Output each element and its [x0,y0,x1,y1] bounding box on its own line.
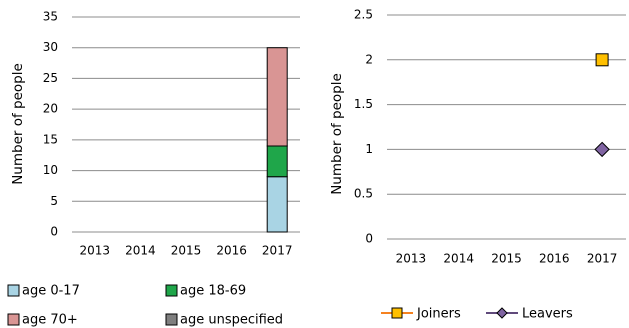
legend-swatch [7,313,20,326]
y-tick-label: 1 [365,142,373,156]
y-tick-label: 20 [43,102,58,116]
x-tick-label: 2016 [216,244,247,258]
legend-label: age 0-17 [22,284,80,299]
bar-segment-age-0-17 [266,176,288,233]
bar-segment-age-70- [266,47,288,147]
x-tick-label: 2013 [80,244,111,258]
legend-swatch [165,284,178,297]
legend-marker [496,307,508,319]
y-tick-label: 10 [43,163,58,177]
y-axis-label: Number of people [10,63,26,185]
bar-segment-age-18-69 [266,145,288,178]
y-tick-label: 25 [43,71,58,85]
legend-label: Joiners [416,307,461,322]
y-tick-label: 0.5 [354,187,373,201]
joiners-point [595,53,609,67]
y-axis-label: Number of people [329,73,345,195]
legend-swatch [7,284,20,297]
leavers-point [594,141,610,158]
legend-label: Leavers [522,307,573,322]
y-tick-label: 15 [43,132,58,146]
y-tick-label: 0 [365,232,373,246]
y-tick-label: 35 [43,10,58,24]
legend-swatch [165,313,178,326]
legend-label: age 70+ [22,313,78,328]
x-tick-label: 2017 [262,244,293,258]
legend-label: age unspecified [180,313,283,328]
y-tick-label: 2 [365,52,373,66]
y-tick-label: 1.5 [354,97,373,111]
legend-marker [391,307,403,319]
y-tick-label: 0 [50,225,58,239]
y-tick-label: 5 [50,194,58,208]
y-tick-label: 2.5 [354,8,373,22]
x-tick-label: 2017 [587,252,618,266]
x-tick-label: 2014 [443,252,474,266]
stacked-bar-chart: 0 5 10 15 20 25 30 35 Number of people 2013 2014 20… [7,10,300,328]
x-tick-label: 2015 [171,244,202,258]
x-tick-label: 2013 [396,252,427,266]
scatter-chart: 0 0.5 1 1.5 2 2.5 Number of people 2013 2014 2015… [329,8,626,322]
x-tick-label: 2014 [125,244,156,258]
x-tick-label: 2015 [491,252,522,266]
y-tick-label: 30 [43,40,58,54]
legend-label: age 18-69 [180,284,246,299]
x-tick-label: 2016 [539,252,570,266]
